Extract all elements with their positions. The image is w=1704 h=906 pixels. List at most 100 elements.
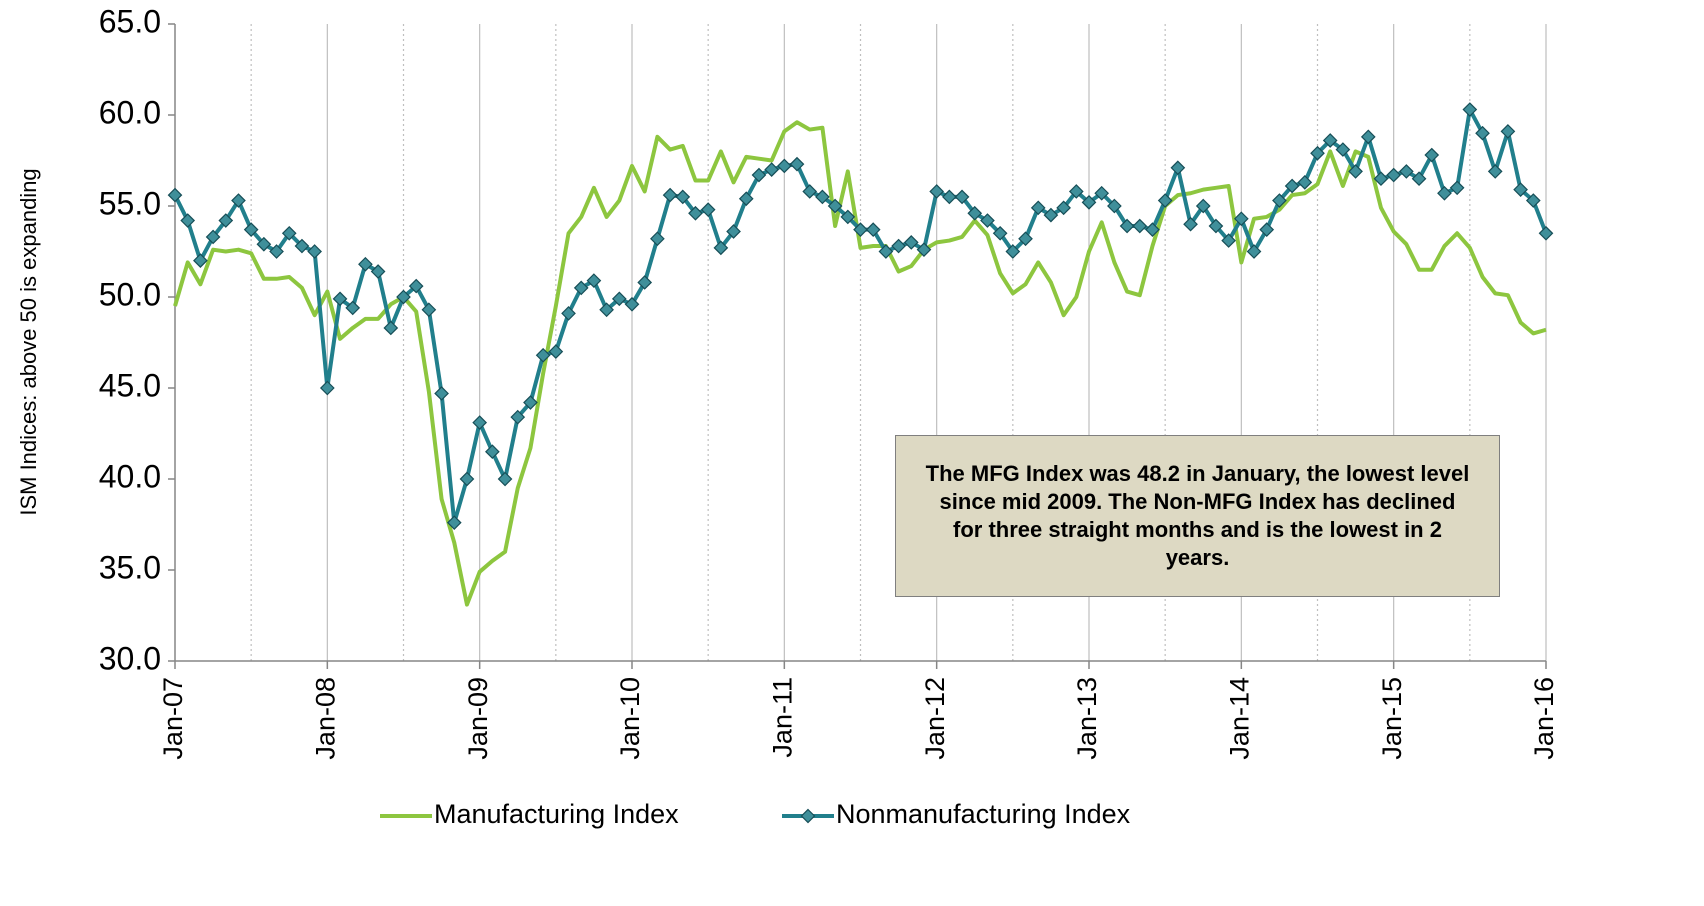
- point-marker: [776, 158, 792, 174]
- point-marker: [1335, 142, 1351, 157]
- point-marker: [802, 184, 818, 199]
- point-marker: [1386, 167, 1402, 183]
- point-marker: [1475, 125, 1490, 141]
- point-marker: [827, 198, 843, 214]
- point-marker: [561, 306, 576, 321]
- point-marker: [1246, 244, 1262, 259]
- point-marker: [916, 242, 932, 258]
- point-marker: [840, 209, 856, 225]
- point-marker: [1068, 184, 1084, 199]
- point-marker: [764, 162, 779, 177]
- point-marker: [891, 238, 906, 254]
- point-marker: [1462, 102, 1478, 117]
- point-marker: [434, 386, 449, 401]
- point-marker: [167, 187, 183, 203]
- x-tick-label: Jan-10: [615, 677, 645, 760]
- point-marker: [269, 244, 284, 259]
- point-marker: [853, 222, 868, 238]
- point-marker: [1500, 124, 1516, 139]
- point-marker: [1170, 160, 1186, 176]
- point-marker: [815, 189, 830, 205]
- point-marker: [1449, 180, 1465, 196]
- point-marker: [307, 244, 322, 259]
- point-marker: [1081, 195, 1097, 210]
- point-marker: [713, 240, 729, 256]
- x-tick-label: Jan-16: [1529, 677, 1559, 760]
- point-marker: [1043, 207, 1059, 223]
- point-marker: [662, 187, 678, 203]
- point-marker: [332, 291, 348, 307]
- point-marker: [1424, 147, 1440, 163]
- point-marker: [599, 302, 614, 318]
- y-tick-label: 50.0: [99, 276, 161, 312]
- point-marker: [1373, 171, 1389, 187]
- x-tick-label: Jan-11: [767, 677, 797, 758]
- point-marker: [243, 222, 259, 238]
- point-marker: [929, 184, 945, 199]
- point-marker: [1107, 198, 1122, 214]
- point-marker: [954, 189, 970, 205]
- point-marker: [726, 224, 741, 239]
- point-marker: [383, 320, 399, 336]
- point-marker: [472, 415, 488, 430]
- y-tick-label: 40.0: [99, 458, 161, 494]
- point-marker: [751, 167, 767, 183]
- point-marker: [573, 280, 589, 296]
- point-marker: [1538, 225, 1554, 241]
- point-marker: [586, 273, 602, 288]
- point-marker: [319, 380, 335, 396]
- point-marker: [1272, 193, 1287, 208]
- y-tick-label: 30.0: [99, 640, 161, 676]
- point-marker: [510, 409, 526, 425]
- point-marker: [193, 253, 208, 268]
- x-tick-label: Jan-12: [920, 677, 950, 760]
- legend-label: Nonmanufacturing Index: [836, 799, 1131, 829]
- y-tick-label: 60.0: [99, 94, 161, 130]
- x-tick-label: Jan-09: [463, 677, 493, 760]
- point-marker: [256, 236, 272, 252]
- point-marker: [903, 235, 919, 250]
- point-marker: [980, 213, 995, 228]
- point-marker: [789, 156, 805, 172]
- x-tick-label: Jan-08: [310, 677, 340, 760]
- point-marker: [421, 302, 437, 318]
- point-marker: [205, 229, 221, 245]
- point-marker: [408, 278, 424, 294]
- point-marker: [1005, 244, 1021, 259]
- point-marker: [548, 344, 564, 359]
- point-marker: [967, 205, 983, 221]
- point-marker: [1297, 174, 1313, 190]
- point-marker: [1030, 200, 1046, 216]
- point-marker: [1195, 198, 1211, 214]
- point-marker: [1513, 182, 1528, 197]
- x-tick-label: Jan-07: [158, 677, 188, 760]
- y-tick-label: 45.0: [99, 367, 161, 403]
- point-marker: [688, 205, 703, 221]
- point-marker: [1018, 231, 1033, 247]
- point-marker: [1183, 216, 1198, 232]
- point-marker: [1094, 185, 1110, 201]
- point-marker: [1259, 222, 1275, 238]
- point-marker: [942, 189, 957, 205]
- point-marker: [611, 291, 627, 307]
- y-tick-label: 55.0: [99, 185, 161, 221]
- point-marker: [281, 225, 297, 241]
- point-marker: [624, 296, 640, 312]
- point-marker: [1132, 218, 1148, 234]
- point-marker: [446, 515, 462, 531]
- point-marker: [370, 264, 386, 279]
- y-tick-label: 35.0: [99, 549, 161, 585]
- point-marker: [700, 202, 716, 217]
- y-axis-label: ISM Indices: above 50 is expanding: [16, 168, 41, 515]
- point-marker: [1360, 129, 1376, 145]
- point-marker: [1233, 211, 1249, 227]
- point-marker: [1157, 193, 1173, 208]
- point-marker: [865, 222, 881, 238]
- point-marker: [1208, 218, 1224, 234]
- point-marker: [650, 231, 665, 247]
- y-tick-label: 65.0: [99, 3, 161, 39]
- point-marker: [396, 289, 411, 305]
- point-marker: [1056, 200, 1071, 216]
- point-marker: [218, 213, 234, 228]
